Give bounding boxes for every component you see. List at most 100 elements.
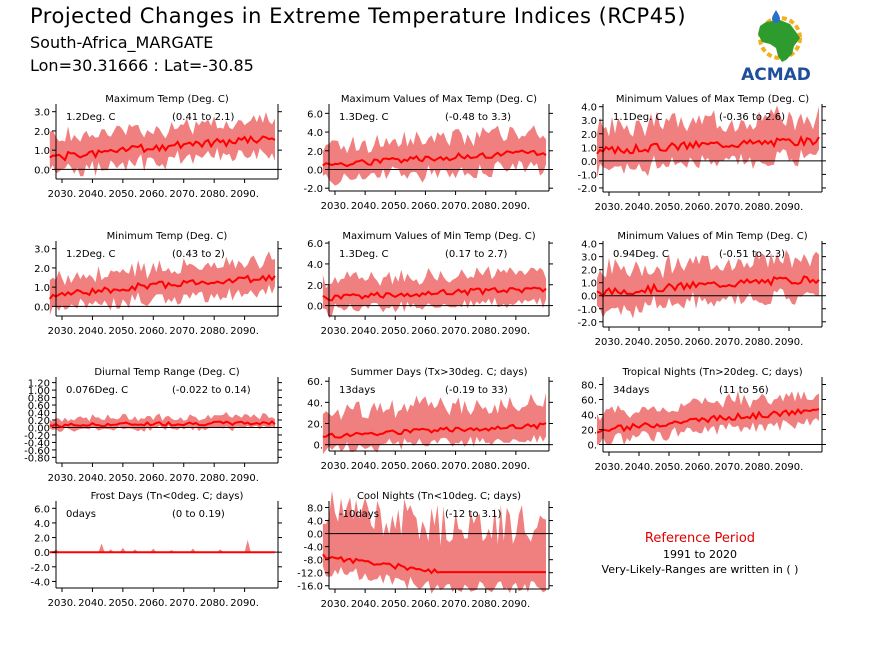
likely-range: (-12 to 3.1): [445, 509, 502, 520]
y-tick-label: 0.0: [34, 302, 50, 313]
change-value: 1.2Deg. C: [66, 112, 115, 123]
page-title: Projected Changes in Extreme Temperature…: [30, 4, 687, 28]
y-tick-label: 0.0: [307, 302, 323, 313]
x-tick-label: 2030.: [321, 599, 350, 610]
x-tick-label: 2040.: [625, 462, 654, 473]
mean-line: [596, 275, 820, 299]
panel-title: Cool Nights (Tn<10deg. C; days): [357, 491, 521, 502]
drop-icon: [772, 10, 780, 23]
x-tick-label: 2060.: [411, 461, 440, 472]
x-tick-label: 2050.: [655, 462, 684, 473]
x-tick-label: 2080.: [745, 337, 774, 348]
change-value: 34days: [613, 385, 649, 396]
y-tick-label: -2.0: [577, 184, 597, 195]
x-tick-label: 2050.: [655, 337, 684, 348]
y-tick-label: 2.0: [581, 266, 597, 277]
y-tick-label: 6.0: [307, 109, 323, 120]
panel-title: Tropical Nights (Tn>20deg. C; days): [621, 367, 802, 378]
reference-period-title: Reference Period: [644, 531, 756, 546]
likely-range: (0.17 to 2.7): [445, 249, 507, 260]
mean-line: [49, 420, 276, 429]
likely-range: (0 to 0.19): [172, 509, 225, 520]
y-tick-label: 3.0: [34, 108, 50, 119]
x-tick-label: 2080.: [471, 599, 500, 610]
x-tick-label: 2070.: [169, 473, 198, 484]
logo-text: ACMAD: [741, 65, 811, 84]
change-value: 1.3Deg. C: [339, 112, 388, 123]
x-tick-label: 2090.: [230, 473, 259, 484]
y-tick-label: 6.0: [34, 504, 50, 515]
x-tick-label: 2060.: [685, 462, 714, 473]
y-tick-label: 0.0: [34, 165, 50, 176]
x-tick-label: 2030.: [48, 189, 77, 200]
x-tick-label: 2080.: [200, 598, 229, 609]
x-tick-label: 2080.: [200, 473, 229, 484]
range-band: [49, 412, 275, 432]
y-tick-label: 0.20: [28, 416, 50, 427]
panel-title: Minimum Values of Min Temp (Deg. C): [617, 231, 807, 242]
x-tick-label: 2040.: [78, 473, 107, 484]
panel-title: Minimum Temp (Deg. C): [107, 231, 228, 242]
range-band: [597, 390, 819, 446]
y-tick-label: 40.: [581, 411, 597, 422]
y-tick-label: 4.0: [581, 103, 597, 114]
likely-range: (-0.48 to 3.3): [445, 112, 511, 123]
chart-panel-4: 0.0 1.0 2.0 3.0 2030. 2040. 2050. 2060. 2070. 208…: [34, 231, 282, 337]
y-tick-label: 60.: [307, 377, 323, 388]
x-tick-label: 2090.: [502, 326, 531, 337]
x-tick-label: 2040.: [351, 461, 380, 472]
y-tick-label: 6.0: [307, 239, 323, 250]
x-tick-label: 2090.: [775, 462, 804, 473]
y-tick-label: 4.0: [307, 128, 323, 139]
likely-range: (-0.36 to 2.6): [719, 112, 785, 123]
change-value: 1.1Deg. C: [613, 112, 662, 123]
y-tick-label: 4.0: [307, 517, 323, 528]
mean-line: [322, 149, 547, 168]
x-tick-label: 2080.: [200, 326, 229, 337]
x-tick-label: 2060.: [685, 202, 714, 213]
x-tick-label: 2040.: [625, 337, 654, 348]
mean-line: [322, 553, 546, 575]
y-tick-label: 3.0: [581, 116, 597, 127]
y-tick-label: 20.: [307, 420, 323, 431]
y-tick-label: 0.40: [28, 409, 50, 420]
y-tick-label: -1.0: [577, 170, 597, 181]
x-tick-label: 2070.: [441, 326, 470, 337]
x-tick-label: 2030.: [595, 462, 624, 473]
likely-range: (-0.51 to 2.3): [719, 249, 785, 260]
y-tick-label: -4.0: [30, 577, 50, 588]
panel-title: Minimum Values of Max Temp (Deg. C): [616, 94, 809, 105]
panel-title: Maximum Values of Min Temp (Deg. C): [342, 231, 535, 242]
x-tick-label: 2090.: [230, 326, 259, 337]
x-tick-label: 2040.: [351, 599, 380, 610]
x-tick-label: 2070.: [715, 462, 744, 473]
x-tick-label: 2030.: [48, 598, 77, 609]
range-band: [322, 490, 546, 594]
mean-line: [596, 135, 820, 156]
x-tick-label: 2030.: [321, 461, 350, 472]
y-tick-label: 1.0: [581, 279, 597, 290]
x-tick-label: 2030.: [321, 201, 350, 212]
x-tick-label: 2080.: [471, 201, 500, 212]
y-tick-label: 2.0: [581, 130, 597, 141]
y-tick-label: 20.: [581, 426, 597, 437]
x-tick-label: 2090.: [775, 337, 804, 348]
x-tick-label: 2080.: [745, 462, 774, 473]
range-band: [322, 266, 546, 319]
panel-title: Maximum Temp (Deg. C): [105, 94, 229, 105]
reference-period-years: 1991 to 2020: [662, 548, 738, 561]
x-tick-label: 2070.: [715, 202, 744, 213]
x-tick-label: 2040.: [351, 201, 380, 212]
y-tick-label: 80.: [581, 381, 597, 392]
x-tick-label: 2080.: [200, 189, 229, 200]
mean-line: [322, 422, 547, 439]
x-tick-label: 2070.: [169, 189, 198, 200]
coordinates-label: Lon=30.31666 : Lat=-30.85: [30, 56, 254, 75]
change-value: 13days: [339, 385, 375, 396]
mean-line: [322, 286, 547, 302]
change-value: -10days: [339, 509, 379, 520]
y-tick-label: -0.60: [24, 446, 50, 457]
